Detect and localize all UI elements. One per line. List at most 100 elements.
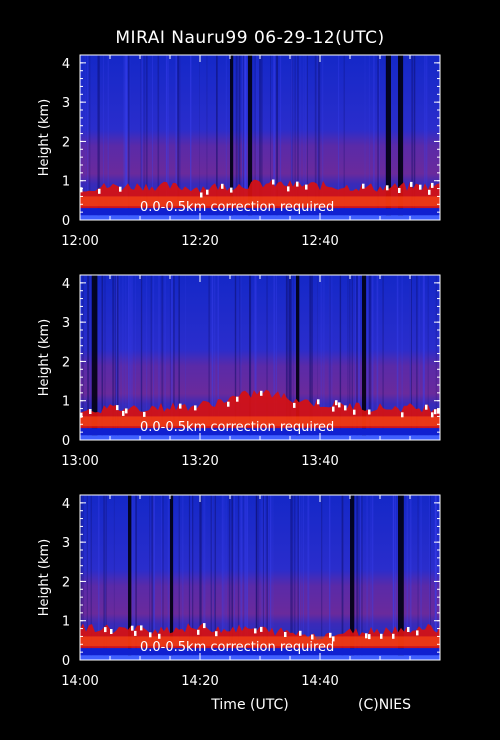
strong-backscatter: [200, 192, 203, 198]
x-tick-label: 12:20: [181, 234, 218, 249]
signal-streak: [317, 55, 319, 220]
y-tick-label: 4: [62, 497, 70, 512]
x-tick-label: 13:00: [61, 454, 98, 469]
strong-backscatter: [230, 187, 233, 193]
signal-streak: [249, 275, 252, 440]
signal-streak: [231, 495, 233, 660]
signal-streak: [263, 495, 265, 660]
signal-streak: [358, 495, 360, 660]
signal-streak: [140, 275, 142, 440]
signal-streak: [321, 495, 323, 660]
signal-streak: [170, 275, 173, 440]
signal-streak: [377, 55, 379, 220]
signal-streak: [135, 275, 136, 440]
y-axis-label: Height (km): [37, 99, 52, 176]
signal-streak: [358, 275, 360, 440]
signal-streak: [239, 55, 241, 220]
strong-backscatter: [125, 408, 128, 414]
signal-streak: [90, 275, 91, 440]
signal-streak: [348, 275, 351, 440]
x-tick-label: 13:40: [301, 454, 338, 469]
signal-streak: [435, 495, 437, 660]
signal-streak: [175, 55, 177, 220]
strong-backscatter: [272, 179, 275, 185]
strong-backscatter: [344, 405, 347, 411]
strong-backscatter: [419, 184, 422, 190]
x-tick-label: 12:40: [301, 234, 338, 249]
signal-streak: [254, 275, 257, 440]
signal-streak: [273, 55, 275, 220]
signal-streak: [304, 55, 306, 220]
signal-streak: [238, 55, 240, 220]
signal-streak: [280, 55, 282, 220]
signal-streak: [289, 275, 292, 440]
signal-streak: [270, 55, 271, 220]
signal-streak: [239, 275, 241, 440]
signal-streak: [123, 55, 126, 220]
signal-streak: [255, 495, 257, 660]
signal-streak: [113, 495, 115, 660]
signal-streak: [371, 495, 373, 660]
signal-streak: [299, 55, 301, 220]
strong-backscatter: [335, 400, 338, 406]
signal-streak: [361, 495, 363, 660]
strong-backscatter: [89, 409, 92, 414]
signal-streak: [237, 495, 240, 660]
signal-streak: [356, 275, 357, 440]
boundary-layer-core: [80, 416, 440, 427]
panel-3: 0.0-0.5km correction required 0 1 2 3 4 Height…: [37, 494, 441, 689]
signal-streak: [244, 55, 246, 220]
signal-streak: [307, 55, 308, 220]
signal-streak: [273, 275, 276, 440]
signal-streak: [223, 495, 225, 660]
signal-streak: [406, 495, 409, 660]
signal-streak: [371, 275, 374, 440]
y-tick-label: 2: [62, 135, 70, 150]
signal-streak: [285, 275, 288, 440]
signal-streak: [213, 275, 216, 440]
signal-streak: [116, 275, 118, 440]
signal-streak: [354, 275, 356, 440]
data-gap: [386, 55, 391, 220]
signal-streak: [214, 495, 216, 660]
signal-streak: [373, 55, 375, 220]
signal-streak: [151, 495, 154, 660]
signal-streak: [401, 275, 403, 440]
signal-streak: [82, 275, 84, 440]
signal-streak: [133, 495, 135, 660]
signal-streak: [259, 55, 261, 220]
strong-backscatter: [227, 401, 230, 407]
strong-backscatter: [401, 412, 404, 418]
signal-streak: [279, 55, 281, 220]
signal-streak: [365, 275, 368, 440]
y-tick-label: 1: [62, 615, 70, 630]
signal-streak: [273, 55, 276, 220]
signal-streak: [339, 275, 342, 440]
strong-backscatter: [332, 636, 335, 642]
signal-streak: [165, 55, 168, 220]
signal-streak: [140, 55, 142, 220]
data-gap: [170, 495, 173, 660]
signal-streak: [128, 55, 130, 220]
signal-streak: [178, 495, 180, 660]
signal-streak: [84, 55, 86, 220]
signal-streak: [309, 275, 311, 440]
signal-streak: [98, 55, 100, 220]
strong-backscatter: [338, 402, 341, 408]
strong-backscatter: [296, 181, 299, 187]
strong-backscatter: [329, 632, 332, 638]
signal-streak: [243, 495, 245, 660]
signal-streak: [135, 495, 137, 660]
signal-streak: [318, 55, 321, 220]
signal-streak: [297, 495, 299, 660]
signal-streak: [323, 275, 325, 440]
signal-streak: [266, 275, 268, 440]
strong-backscatter: [434, 409, 437, 415]
signal-streak: [411, 275, 412, 440]
signal-streak: [181, 495, 184, 660]
strong-backscatter: [131, 625, 134, 631]
signal-streak: [103, 495, 105, 660]
signal-streak: [257, 55, 259, 220]
strong-backscatter: [398, 188, 401, 193]
